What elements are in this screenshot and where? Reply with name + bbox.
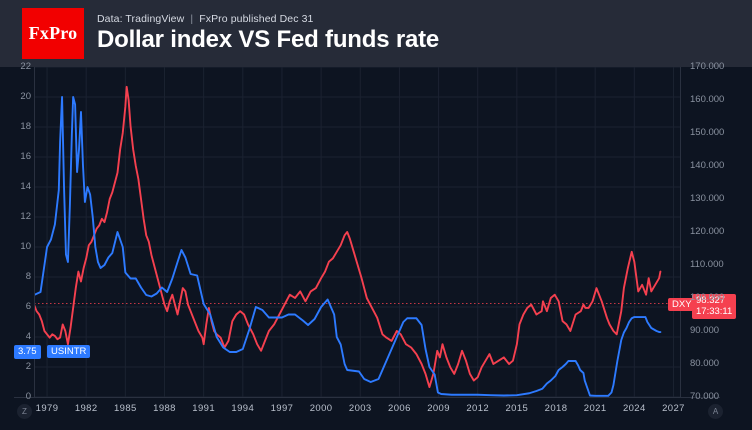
right-axis-tick: 150.000 [690, 127, 725, 138]
right-axis-tick: 130.000 [690, 193, 725, 204]
right-axis-line [680, 67, 681, 397]
right-axis-tick: 140.000 [690, 160, 725, 171]
fed-funds-series-label[interactable]: USINTR [47, 344, 91, 358]
right-axis-tick: 110.000 [690, 259, 724, 270]
left-axis-tick: 0 [25, 391, 31, 402]
right-axis-tick: 80.000 [690, 358, 720, 369]
fxpro-logo-text: FxPro [28, 23, 78, 43]
left-axis-tick: 10 [20, 241, 31, 252]
time-axis-tick: 1988 [153, 403, 176, 414]
right-axis-tick: 160.000 [690, 94, 725, 105]
dxy-price-time: 17:33:11 [696, 306, 733, 318]
left-axis-tick: 22 [20, 61, 31, 72]
chart-header: FxPro Data: TradingView | FxPro publishe… [0, 0, 752, 67]
time-axis-tick: 2012 [466, 403, 490, 414]
time-axis-tick: 1997 [270, 403, 294, 414]
kicker-separator: | [190, 13, 194, 25]
left-axis-tick: 20 [20, 91, 31, 102]
time-axis-tick: 2021 [583, 403, 607, 414]
left-axis-tick: 8 [25, 271, 31, 282]
time-axis-tick: 2003 [348, 403, 372, 414]
time-axis-tick: 2000 [309, 403, 333, 414]
time-axis-tick: 2027 [662, 403, 685, 414]
time-axis-tick: 1979 [35, 403, 59, 414]
time-axis-tick: 1982 [74, 403, 98, 414]
time-axis-tick: 2018 [544, 403, 568, 414]
right-axis-tick: 100.000 [690, 292, 725, 303]
time-axis-tick: 1985 [113, 403, 137, 414]
dxy-price-value: 98.327 [696, 294, 726, 306]
fxpro-logo: FxPro [22, 8, 84, 59]
series-svg [34, 67, 680, 397]
right-axis-tick: 170.000 [690, 61, 725, 72]
time-axis-tick: 2009 [427, 403, 450, 414]
dxy-price-tag[interactable]: 98.327 17:33:11 [692, 293, 737, 320]
left-axis-tick: 18 [20, 121, 31, 132]
left-axis-tick: 14 [20, 181, 31, 192]
right-axis-tick: 120.000 [690, 226, 725, 237]
kicker-publisher: FxPro published Dec 31 [199, 13, 314, 25]
page-title: Dollar index VS Fed funds rate [97, 26, 440, 53]
time-axis-tick: 1991 [192, 403, 216, 414]
time-axis-tick: 2024 [622, 403, 646, 414]
left-axis-tick: 4 [25, 331, 31, 342]
dxy-symbol-tag[interactable]: DXY [668, 297, 696, 312]
left-axis-tick: 2 [25, 361, 31, 372]
left-axis-line [34, 67, 35, 397]
time-axis-tick: 2006 [388, 403, 411, 414]
right-axis-tick: 90.000 [690, 325, 720, 336]
kicker-source: Data: TradingView [97, 13, 185, 25]
plot-region[interactable] [34, 67, 680, 397]
fed-funds-price-tag[interactable]: 3.75 [14, 344, 41, 359]
left-axis-tick: 16 [20, 151, 31, 162]
chart-canvas[interactable]: 1979 1982 1985 1988 1991 1994 1997 2000 2003 2006… [0, 61, 752, 430]
time-axis-tick: 2015 [505, 403, 529, 414]
time-axis-tick: 1994 [231, 403, 255, 414]
auto-scale-button[interactable]: A [708, 404, 723, 419]
scale-reset-button[interactable]: Z [17, 404, 32, 419]
time-axis-line [14, 397, 720, 398]
left-axis-tick: 12 [20, 211, 31, 222]
header-kicker: Data: TradingView | FxPro published Dec … [97, 13, 313, 25]
right-axis-tick: 70.000 [690, 391, 720, 402]
left-axis-tick: 6 [25, 301, 31, 312]
